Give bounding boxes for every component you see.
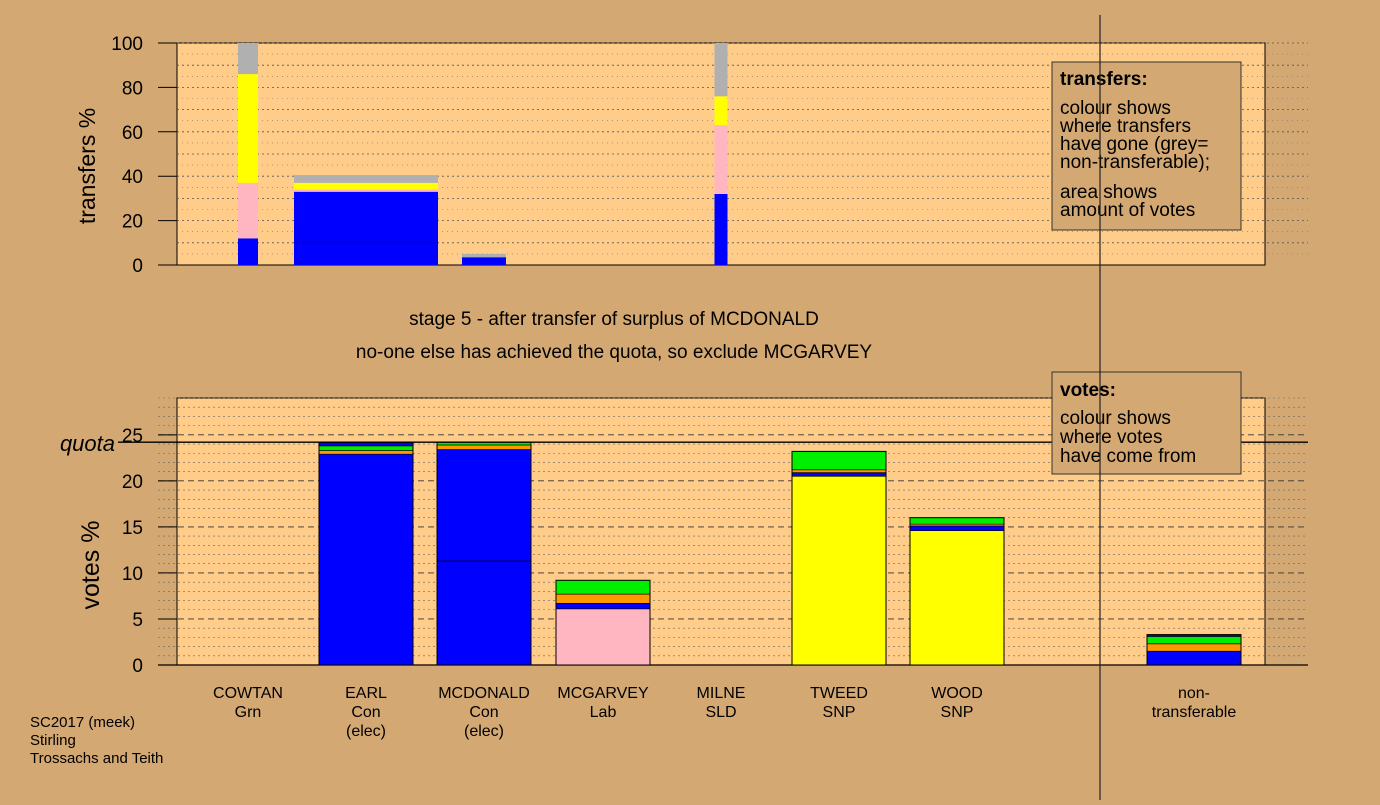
candidate-name: MILNE	[697, 685, 746, 702]
vote-bar-segment	[555, 593, 651, 604]
candidate-name: TWEED	[810, 685, 868, 702]
vote-bar-segment	[318, 445, 414, 451]
vote-bar-segment	[791, 451, 887, 471]
vote-bar-segment	[436, 449, 532, 562]
votes-legend-line: have come from	[1060, 446, 1196, 467]
transfers-legend-line: have gone (grey=	[1060, 134, 1208, 155]
candidate-party: SNP	[941, 704, 974, 721]
candidate-name: COWTAN	[213, 685, 283, 702]
transfers-ytick-label: 60	[122, 123, 143, 144]
votes-legend-box	[1051, 371, 1242, 475]
footer-line: Stirling	[30, 732, 76, 749]
transfer-bar-segment	[714, 96, 728, 126]
candidate-party: Con	[469, 704, 498, 721]
vote-bar-outline	[909, 517, 1005, 666]
transfer-bar-segment	[238, 74, 258, 183]
candidate-name: EARL	[345, 685, 387, 702]
vote-bar-segment	[909, 517, 1005, 525]
votes-ytick-label: 20	[122, 472, 143, 493]
transfer-bar-segment	[294, 189, 438, 192]
vote-bar-segment	[555, 579, 651, 595]
vote-bar-outline	[791, 450, 887, 666]
votes-legend-line: colour shows	[1060, 408, 1171, 429]
footer-line: SC2017 (meek)	[30, 714, 135, 731]
quota-label: quota	[60, 431, 115, 456]
transfers-ytick-label: 0	[132, 256, 143, 277]
votes-ytick-label: 0	[132, 656, 143, 677]
candidate-name: non-	[1178, 685, 1210, 702]
transfers-legend-line: amount of votes	[1060, 200, 1195, 221]
candidate-name: WOOD	[931, 685, 983, 702]
vote-bar-segment	[791, 472, 887, 477]
votes-legend-title: votes:	[1060, 380, 1116, 401]
vote-bar-segment	[436, 444, 532, 450]
candidate-party: Con	[351, 704, 380, 721]
votes-ylabel: votes %	[77, 521, 105, 610]
vote-bar-segment	[791, 475, 887, 666]
candidate-name: MCGARVEY	[557, 685, 649, 702]
candidate-party: transferable	[1152, 704, 1237, 721]
vote-bar-segment	[1146, 643, 1242, 652]
vote-bar-segment	[791, 469, 887, 473]
transfers-ylabel: transfers %	[74, 108, 100, 224]
footer-line: Trossachs and Teith	[30, 750, 163, 767]
transfers-legend-line: colour shows	[1060, 98, 1171, 119]
vote-bar-outline	[555, 579, 651, 666]
transfers-legend-line: area shows	[1060, 182, 1157, 203]
transfers-ytick-label: 20	[122, 212, 143, 233]
votes-ytick-label: 5	[132, 610, 143, 631]
transfers-ytick-label: 100	[111, 34, 143, 55]
transfers-ytick-label: 40	[122, 167, 143, 188]
transfer-bar-segment	[238, 238, 258, 265]
vote-bar-segment	[318, 453, 414, 666]
vote-bar-segment	[909, 525, 1005, 531]
candidate-party: Lab	[590, 704, 617, 721]
transfer-bar-segment	[238, 43, 258, 75]
transfer-bar-segment	[714, 125, 728, 194]
transfer-bar-segment	[462, 257, 506, 265]
vote-bar-segment	[555, 603, 651, 610]
candidate-party: SLD	[705, 704, 736, 721]
transfer-bar-segment	[238, 182, 258, 239]
votes-ytick-label: 10	[122, 564, 143, 585]
candidate-name: MCDONALD	[438, 685, 530, 702]
vote-bar-segment	[555, 608, 651, 666]
vote-bar-segment	[909, 530, 1005, 666]
vote-bar-segment	[1146, 636, 1242, 645]
transfers-legend-title: transfers:	[1060, 69, 1148, 90]
candidate-elected: (elec)	[464, 723, 504, 740]
transfer-bar-segment	[294, 175, 438, 183]
vote-bar-segment	[436, 560, 532, 666]
transfer-bar-segment	[714, 43, 728, 97]
vote-bar-outline	[1146, 634, 1242, 666]
transfer-bar-segment	[294, 182, 438, 190]
candidate-party: Grn	[235, 704, 262, 721]
stage-subtitle: no-one else has achieved the quota, so e…	[356, 342, 872, 363]
candidate-elected: (elec)	[346, 723, 386, 740]
votes-legend-line: where votes	[1059, 427, 1162, 448]
vote-bar-segment	[318, 450, 414, 455]
transfers-legend-line: where transfers	[1059, 116, 1191, 137]
transfer-bar-segment	[714, 193, 728, 265]
transfer-bar-segment	[294, 191, 438, 265]
votes-ytick-label: 15	[122, 518, 143, 539]
candidate-party: SNP	[823, 704, 856, 721]
vote-bar-segment	[1146, 650, 1242, 666]
transfer-bar-segment	[462, 253, 506, 258]
stage-title: stage 5 - after transfer of surplus of M…	[409, 309, 819, 330]
votes-ytick-label: 25	[122, 426, 143, 447]
transfers-legend-box	[1051, 61, 1242, 231]
transfers-legend-line: non-transferable);	[1060, 152, 1210, 173]
transfers-ytick-label: 80	[122, 78, 143, 99]
